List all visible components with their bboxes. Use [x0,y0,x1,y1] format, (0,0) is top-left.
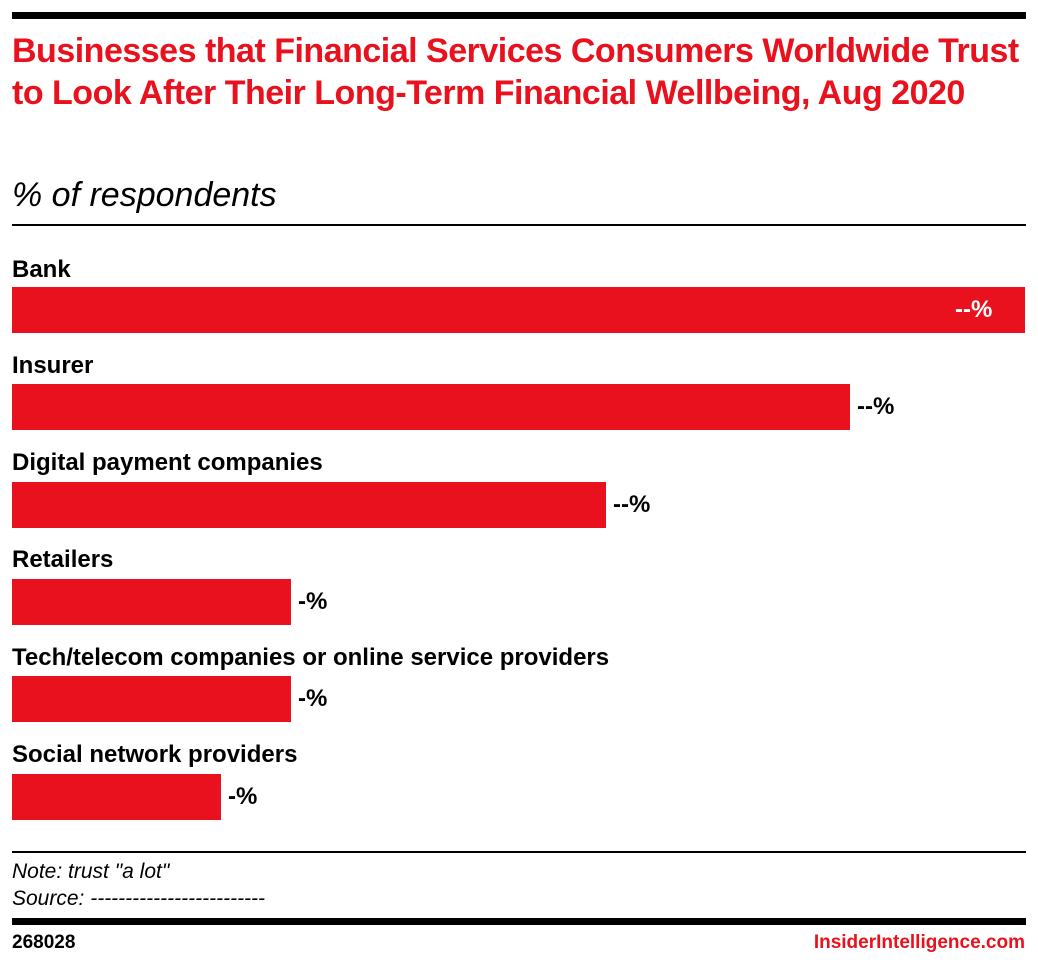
row-label: Social network providers [12,741,298,768]
bottom-rule [12,918,1026,925]
chart-title: Businesses that Financial Services Consu… [12,32,1019,112]
value-label: -% [228,783,258,810]
footer-divider [12,851,1026,853]
chart-id: 268028 [12,932,76,953]
row-label: Bank [12,256,71,283]
bar-social-network [12,774,221,820]
header-divider [12,224,1026,226]
bar-digital-payment [12,482,606,528]
value-label: -% [298,588,328,615]
bar-retailers [12,579,291,625]
bar-bank [12,287,1025,333]
brand-link[interactable]: InsiderIntelligence.com [813,932,1025,953]
value-label: --% [955,296,993,323]
value-label: --% [857,393,895,420]
value-label: --% [613,491,651,518]
row-label: Insurer [12,352,94,379]
bar-insurer [12,384,850,430]
row-label: Digital payment companies [12,449,323,476]
source-text: Source: ------------------------- [12,887,266,910]
top-rule [12,12,1026,19]
note-text: Note: trust "a lot" [12,860,170,883]
row-label: Tech/telecom companies or online service… [12,644,610,671]
bar-tech-telecom [12,676,291,722]
row-label: Retailers [12,546,114,573]
chart-subtitle: % of respondents [12,176,277,214]
value-label: -% [298,685,328,712]
